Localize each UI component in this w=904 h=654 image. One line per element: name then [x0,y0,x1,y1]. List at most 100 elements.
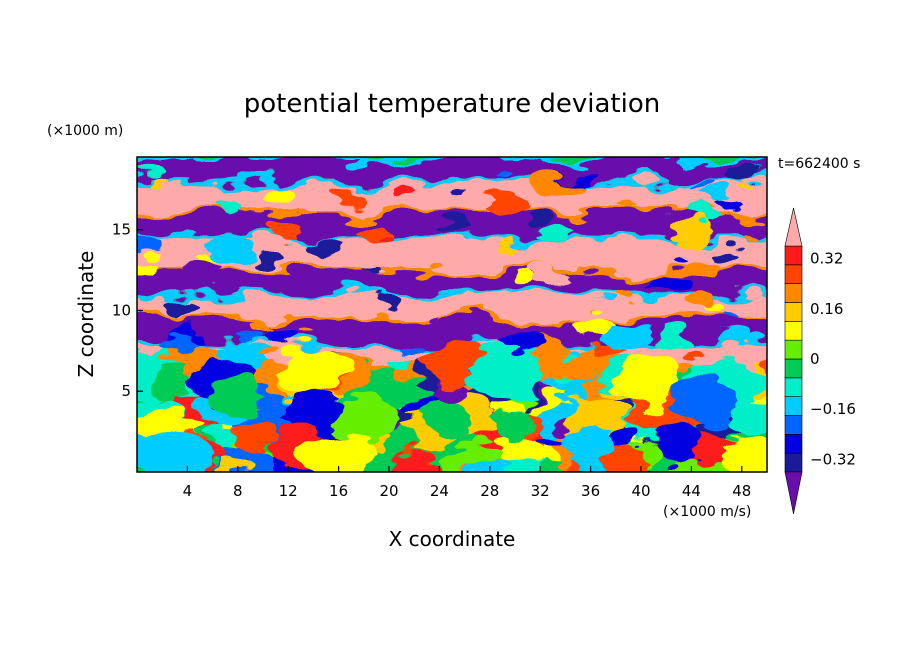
colorbar-segment [784,396,803,416]
contour-cell [546,225,575,240]
colorbar-segment [784,377,803,397]
contour-cell [653,273,684,289]
contour-rim [137,292,767,297]
contour-cell [307,236,339,253]
colorbar-segment [784,415,803,435]
contour-cell [306,434,374,472]
contour-cell [150,368,195,400]
colorbar-segment [784,434,803,454]
contour-cell [606,324,648,346]
contour-cell [494,434,542,468]
contour-cell [208,238,251,260]
contour-cell [672,221,715,243]
contour-cell [616,353,685,403]
contour-rim [137,268,767,273]
contour-cell [303,327,317,335]
contour-cell [164,295,205,316]
contour-cell [137,237,163,251]
contour-cell [137,429,209,472]
contour-rim [137,235,767,240]
plot-frame [136,156,768,473]
colorbar-segment [784,452,803,473]
contour-cell [617,290,641,303]
x-tick-label: 40 [631,482,650,500]
contour-cell [528,268,566,287]
colorbar-tick-label: −0.16 [810,400,856,418]
contour-band [137,294,767,319]
contour-cell [252,247,287,265]
contour-cell [260,183,302,205]
colorbar-segment [784,264,803,284]
colorbar-segment [784,302,803,322]
contour-cell [394,191,414,201]
colorbar-tick-label: 0.32 [810,250,843,268]
contour-cell [722,312,742,322]
colorbar-segment [784,321,803,341]
contour-cell [216,458,252,472]
contour-cell [683,288,716,305]
contour-cell [652,427,705,465]
contour-rim [137,157,767,159]
contour-cell [262,327,302,347]
x-axis-label: X coordinate [389,527,516,551]
contour-cell [390,451,439,472]
contour-field [137,157,767,472]
contour-cell [484,197,526,219]
contour-cell [600,300,619,310]
x-tick-label: 24 [430,482,449,500]
x-tick-label: 48 [732,482,751,500]
y-axis: 5 10 15 [112,221,143,400]
contour-cell [275,345,346,395]
contour-cell [334,395,400,443]
y-tick-label: 10 [112,301,131,319]
x-axis: 4 8 12 16 20 24 28 32 36 40 44 48 [183,466,751,500]
contour-cell [684,353,698,361]
contour-cell [368,294,400,311]
x-unit-label: (×1000 m/s) [663,504,751,520]
contour-cell [442,221,463,232]
x-tick-label: 36 [581,482,600,500]
contour-cell [140,164,167,178]
contour-cell [213,200,247,218]
contour-cell [500,332,543,354]
contour-cell [335,186,371,205]
x-tick-label: 12 [279,482,298,500]
contour-cell [684,258,717,276]
contour-cell [666,258,681,267]
colorbar-segment [784,283,803,303]
contour-cell [716,201,736,211]
contour-cell [513,277,532,286]
colorbar: 0.32 0.16 0 −0.16 −0.32 [784,207,856,515]
x-tick-label: 8 [233,482,243,500]
contour-rim [137,316,767,321]
contour-cell [264,222,299,240]
contour-cell [691,180,709,190]
contour-cell [237,330,261,343]
contour-cell [728,163,767,183]
colorbar-upper-extend [784,207,803,247]
contour-cell [611,429,638,449]
contour-cell [698,188,727,204]
y-axis-label: Z coordinate [74,251,98,378]
contour-cell [560,426,617,467]
x-tick-label: 16 [329,482,348,500]
contour-cell [714,300,729,307]
contour-cell [746,231,764,240]
contour-cell [537,173,581,196]
contour-cell [619,201,641,212]
y-tick-label: 15 [112,221,131,239]
contour-band [137,157,767,182]
contour-cell [653,329,690,348]
contour-cell [499,238,520,249]
contour-cell [389,358,408,372]
time-label: t=662400 s [778,156,860,172]
contour-cell [214,379,261,413]
contour-cell [375,230,395,240]
colorbar-segment [784,245,803,266]
y-tick-label: 5 [121,382,131,400]
contour-cell [563,354,601,381]
contour-cell [713,332,744,348]
contour-cell [433,378,470,404]
contour-cell [691,223,704,230]
